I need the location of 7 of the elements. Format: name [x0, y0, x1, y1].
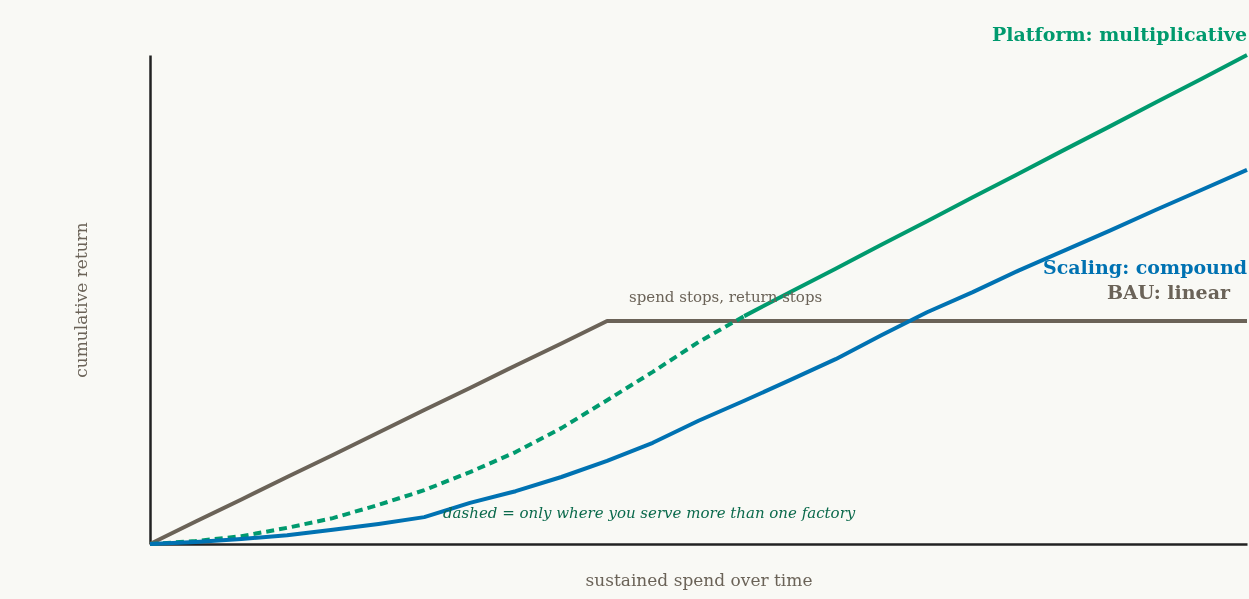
- y-axis-title: cumulative return: [70, 222, 91, 378]
- series-label: BAU: linear: [1107, 281, 1231, 304]
- x-axis-title: sustained spend over time: [585, 569, 813, 590]
- annotation: dashed = only where you serve more than one factory: [443, 504, 856, 522]
- series-label: Scaling: compound: [1043, 255, 1247, 278]
- annotation: spend stops, return stops: [629, 288, 823, 306]
- series-label: Platform: multiplicative: [991, 23, 1247, 45]
